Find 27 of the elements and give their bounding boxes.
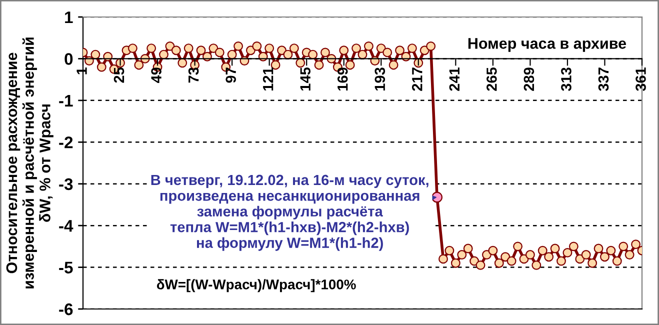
- x-axis-title: Номер часа в архиве: [468, 38, 626, 52]
- y-tick-label: -6: [59, 303, 73, 316]
- x-tick-label: 313: [561, 68, 572, 92]
- annotation: δW=[(W-Wрасч)/Wрасч]*100%: [156, 279, 356, 292]
- y-tick-label: -1: [59, 95, 73, 106]
- annotation: В четверг, 19.12.02, на 16-м часу суток, произведена несанкционированная замена формулы расчёта тепла W=M1*(h1-hхв)-M2*(h2-hхв) на формулу W=M1*(h1-h2): [151, 174, 428, 251]
- x-tick-label: 25: [114, 67, 124, 83]
- x-tick-label: 73: [188, 68, 199, 83]
- x-tick-label: 241: [449, 67, 460, 91]
- y-tick-label: -4: [59, 220, 74, 232]
- x-tick-label: 49: [151, 68, 162, 84]
- y-tick-label: -5: [59, 262, 73, 274]
- x-tick-label: 289: [524, 68, 534, 91]
- x-tick-label: 121: [262, 67, 274, 90]
- x-tick-label: 145: [300, 67, 311, 90]
- x-tick-label: 265: [486, 67, 497, 91]
- y-tick-label: 1: [65, 12, 73, 24]
- x-tick-label: 361: [636, 67, 646, 92]
- x-tick-label: 337: [598, 68, 609, 92]
- y-axis-title: Относительное расхождение измеренной и расчётной энергий δW, % от Wрасч: [6, 38, 54, 288]
- x-tick-label: 217: [412, 68, 422, 91]
- y-tick-label: -3: [59, 178, 73, 190]
- x-tick-label: 97: [226, 68, 236, 83]
- y-tick-label: 0: [64, 53, 73, 65]
- y-tick-label: -2: [59, 136, 73, 148]
- x-tick-label: 193: [374, 68, 386, 90]
- x-tick-label: 169: [337, 68, 348, 90]
